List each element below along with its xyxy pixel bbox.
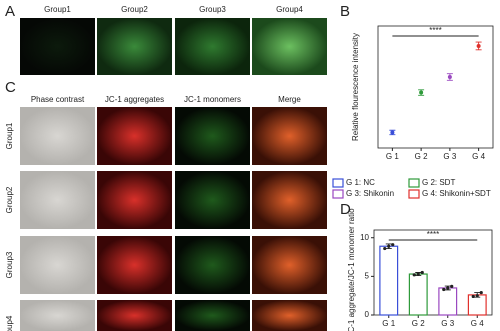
column-label: Group2 <box>121 5 148 14</box>
y-axis-label: JC-1 aggregate/JC-1 monomer ratio <box>347 208 356 331</box>
micrograph <box>20 236 95 294</box>
y-tick-label: 10 <box>360 233 369 242</box>
data-point <box>479 290 483 295</box>
micrograph <box>175 18 250 75</box>
error-bar <box>474 292 481 298</box>
micrograph <box>97 107 172 165</box>
legend-swatch <box>332 178 344 188</box>
micrograph <box>20 18 95 75</box>
legend-label: G 2: SDT <box>422 178 455 187</box>
significance-label: **** <box>427 230 439 239</box>
data-point <box>420 270 424 275</box>
x-tick-label: G 1 <box>386 152 399 161</box>
column-label: JC-1 aggregates <box>105 95 164 104</box>
error-bar <box>418 89 425 96</box>
row-label: Group1 <box>5 122 14 149</box>
panel-label: A <box>5 3 15 20</box>
error-bar <box>446 73 453 81</box>
column-label: JC-1 monomers <box>184 95 241 104</box>
data-point <box>471 294 475 299</box>
micrograph <box>20 300 95 331</box>
micrograph <box>252 236 327 294</box>
plot-frame <box>377 25 494 149</box>
micrograph <box>97 236 172 294</box>
x-tick-label: G 4 <box>471 319 484 328</box>
x-tick-label: G 1 <box>382 319 395 328</box>
panel-label: D <box>340 201 351 218</box>
bar <box>379 245 399 316</box>
micrograph <box>252 171 327 229</box>
legend-label: G 1: NC <box>346 178 375 187</box>
significance-label: **** <box>429 26 441 35</box>
micrograph <box>175 300 250 331</box>
column-label: Group4 <box>276 5 303 14</box>
row-label: Group2 <box>5 186 14 213</box>
error-bar <box>385 243 392 249</box>
row-label: Group4 <box>5 315 14 331</box>
x-tick-label: G 4 <box>472 152 485 161</box>
micrograph <box>97 300 172 331</box>
micrograph <box>20 107 95 165</box>
data-point <box>450 284 454 289</box>
column-label: Phase contrast <box>31 95 85 104</box>
panel-label: B <box>340 3 350 20</box>
x-tick-label: G 2 <box>412 319 425 328</box>
data-point <box>442 287 446 292</box>
micrograph <box>252 107 327 165</box>
bar <box>408 273 428 316</box>
data-point <box>412 273 416 277</box>
row-label: Group3 <box>5 251 14 278</box>
bar <box>438 287 458 316</box>
legend-label: G 3: Shikonin <box>346 189 394 198</box>
error-bar <box>475 41 482 51</box>
column-label: Group3 <box>199 5 226 14</box>
micrograph <box>175 107 250 165</box>
plot-frame <box>373 229 493 316</box>
y-tick-label: 0 <box>365 310 370 319</box>
error-bar <box>444 285 451 291</box>
error-bar <box>389 129 396 136</box>
error-bar <box>415 272 422 277</box>
legend-swatch <box>332 189 344 199</box>
micrograph <box>97 18 172 75</box>
legend-label: G 4: Shikonin+SDT <box>422 189 491 198</box>
micrograph <box>20 171 95 229</box>
bar <box>467 294 487 316</box>
y-axis-label: Relative flourescence intensity <box>351 33 360 141</box>
micrograph <box>97 171 172 229</box>
micrograph <box>252 300 327 331</box>
legend-swatch <box>408 189 420 199</box>
column-label: Merge <box>278 95 301 104</box>
data-point <box>383 246 387 251</box>
panel-label: C <box>5 79 16 96</box>
column-label: Group1 <box>44 5 71 14</box>
legend-swatch <box>408 178 420 188</box>
x-tick-label: G 2 <box>415 152 428 161</box>
x-tick-label: G 3 <box>443 152 456 161</box>
x-tick-label: G 3 <box>441 319 454 328</box>
micrograph <box>252 18 327 75</box>
data-point <box>391 243 395 247</box>
micrograph <box>175 236 250 294</box>
y-tick-label: 5 <box>365 271 370 280</box>
micrograph <box>175 171 250 229</box>
